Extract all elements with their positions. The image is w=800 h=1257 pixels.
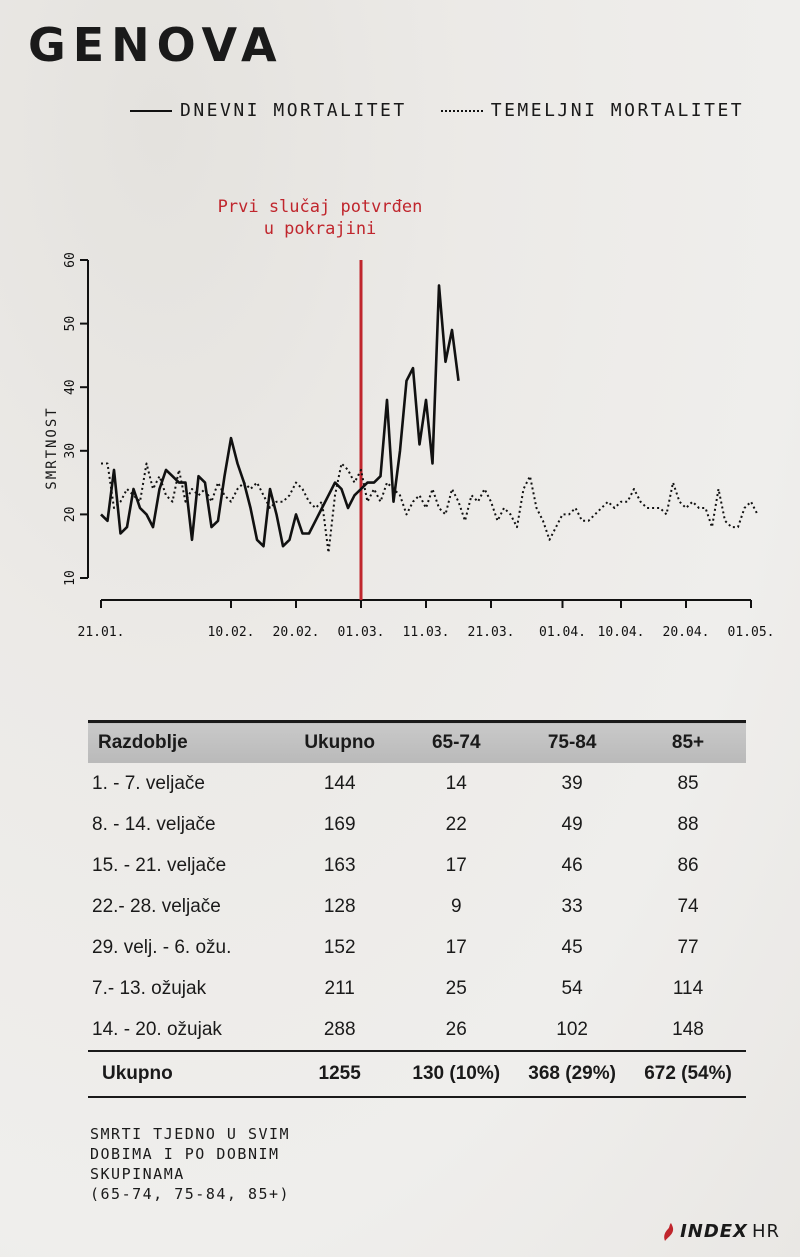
legend-label-baseline: TEMELJNI MORTALITET (490, 100, 745, 121)
footnote-line: SKUPINAMA (90, 1165, 185, 1183)
cell-total: 152 (323, 936, 356, 958)
footnote-line: SMRTI TJEDNO U SVIM (90, 1125, 291, 1143)
cell-65-74: 17 (445, 854, 467, 876)
x-tick-label: 01.04. (539, 625, 586, 640)
chart-lines (100, 284, 759, 554)
total-75-84: 368 (29%) (514, 1050, 631, 1098)
cell-total: 128 (323, 895, 356, 917)
mortality-chart: 10 20 30 40 50 60 21.01. 10.02. 20.02. 01.03. 11.0… (63, 252, 774, 640)
cell-85plus: 86 (677, 854, 699, 876)
table-row: 15. - 21. veljače 163 17 46 86 (88, 845, 746, 886)
header-85plus: 85+ (630, 720, 746, 763)
header-period: Razdoblje (88, 720, 282, 763)
header-total: Ukupno (281, 720, 399, 763)
annotation-line-2: u pokrajini (263, 219, 377, 239)
x-tick-label: 01.03. (338, 625, 385, 640)
total-85plus: 672 (54%) (630, 1050, 746, 1098)
legend-dotted-swatch (440, 109, 483, 112)
y-tick-label: 30 (63, 443, 78, 459)
cell-total: 163 (323, 854, 356, 876)
cell-75-84: 46 (561, 854, 583, 876)
table-row: 29. velj. - 6. ožu. 152 17 45 77 (88, 927, 746, 968)
table-total-row: Ukupno 1255 130 (10%) 368 (29%) 672 (54%… (88, 1050, 746, 1098)
index-hr-logo: INDEX HR (662, 1221, 780, 1242)
cell-period: 29. velj. - 6. ožu. (92, 936, 232, 958)
cell-total: 288 (323, 1018, 356, 1040)
cell-85plus: 85 (677, 772, 699, 794)
x-tick-label: 20.04. (663, 625, 710, 640)
cell-75-84: 39 (561, 772, 583, 794)
header-65-74: 65-74 (398, 720, 515, 763)
cell-75-84: 49 (561, 813, 583, 835)
series-line-daily (100, 284, 460, 548)
annotation-line-1: Prvi slučaj potvrđen (217, 197, 423, 217)
x-tick-label: 21.03. (468, 625, 515, 640)
page-title: GENOVA (28, 18, 284, 72)
cell-65-74: 22 (445, 813, 467, 835)
footnote-line: (65-74, 75-84, 85+) (90, 1185, 291, 1203)
x-tick-label: 01.05. (728, 625, 775, 640)
y-tick-label: 20 (63, 507, 78, 523)
cell-65-74: 25 (445, 977, 467, 999)
cell-period: 15. - 21. veljače (92, 854, 227, 876)
table-row: 22.- 28. veljače 128 9 33 74 (88, 886, 746, 927)
legend-item-baseline: TEMELJNI MORTALITET (440, 100, 745, 121)
deaths-table: Razdoblje Ukupno 65-74 75-84 85+ 1. - 7.… (88, 720, 746, 1098)
x-tick-label: 10.04. (598, 625, 645, 640)
chart-legend: DNEVNI MORTALITET TEMELJNI MORTALITET (130, 100, 744, 121)
cell-period: 8. - 14. veljače (92, 813, 216, 835)
logo-text-light: HR (751, 1221, 780, 1242)
legend-item-daily: DNEVNI MORTALITET (130, 100, 407, 121)
cell-85plus: 114 (672, 977, 704, 999)
x-tick-label: 20.02. (273, 625, 320, 640)
x-tick-label: 21.01. (78, 625, 125, 640)
total-all: 1255 (281, 1050, 399, 1098)
header-75-84: 75-84 (514, 720, 631, 763)
cell-period: 1. - 7. veljače (92, 772, 205, 794)
footnote-line: DOBIMA I PO DOBNIM (90, 1145, 280, 1163)
cell-75-84: 102 (556, 1018, 588, 1040)
x-tick-label: 10.02. (208, 625, 255, 640)
x-tick-label: 11.03. (403, 625, 450, 640)
y-tick-label: 60 (63, 252, 78, 268)
table-row: 1. - 7. veljače 144 14 39 85 (88, 763, 746, 804)
y-tick-label: 10 (63, 570, 78, 586)
table-row: 7.- 13. ožujak 211 25 54 114 (88, 968, 746, 1009)
cell-75-84: 54 (561, 977, 583, 999)
cell-total: 169 (323, 813, 356, 835)
chart-axes: 10 20 30 40 50 60 21.01. 10.02. 20.02. 01.03. 11.0… (63, 252, 774, 640)
legend-label-daily: DNEVNI MORTALITET (180, 100, 407, 121)
y-tick-label: 40 (63, 379, 78, 395)
series-line-baseline (101, 462, 759, 554)
cell-total: 211 (324, 977, 355, 999)
cell-total: 144 (323, 772, 356, 794)
cell-period: 14. - 20. ožujak (92, 1018, 222, 1040)
total-label: Ukupno (88, 1050, 282, 1098)
cell-75-84: 45 (561, 936, 583, 958)
cell-65-74: 14 (445, 772, 467, 794)
cell-65-74: 26 (445, 1018, 467, 1040)
table-row: 14. - 20. ožujak 288 26 102 148 (88, 1009, 746, 1051)
cell-period: 22.- 28. veljače (92, 895, 221, 917)
cell-85plus: 74 (677, 895, 699, 917)
table-header-row: Razdoblje Ukupno 65-74 75-84 85+ (88, 720, 746, 763)
table-row: 8. - 14. veljače 169 22 49 88 (88, 804, 746, 845)
y-tick-label: 50 (63, 316, 78, 332)
total-65-74: 130 (10%) (398, 1050, 515, 1098)
cell-75-84: 33 (561, 895, 583, 917)
cell-period: 7.- 13. ožujak (92, 977, 207, 999)
logo-text-bold: INDEX (680, 1221, 748, 1242)
first-case-annotation: Prvi slučaj potvrđen u pokrajini (190, 196, 450, 240)
cell-85plus: 148 (672, 1018, 704, 1040)
cell-85plus: 77 (677, 936, 699, 958)
cell-65-74: 9 (450, 895, 462, 917)
legend-solid-swatch (130, 109, 172, 112)
footnote: SMRTI TJEDNO U SVIM DOBIMA I PO DOBNIM S… (90, 1124, 350, 1204)
cell-65-74: 17 (445, 936, 467, 958)
chili-pepper-icon (664, 1222, 674, 1241)
cell-85plus: 88 (677, 813, 699, 835)
